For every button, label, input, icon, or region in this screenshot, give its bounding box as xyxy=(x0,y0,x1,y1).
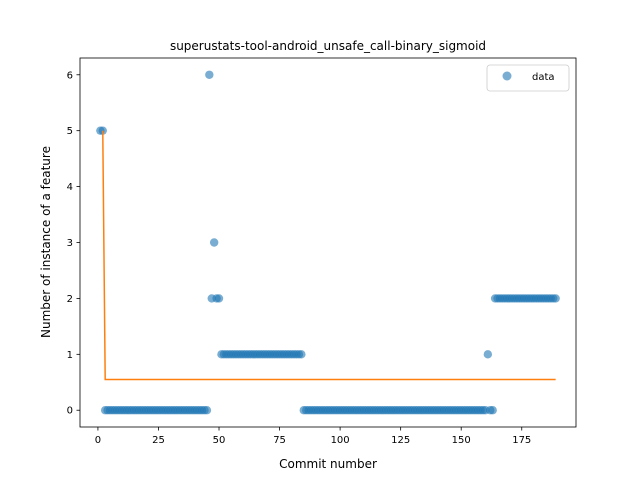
x-tick-label: 125 xyxy=(391,435,410,446)
data-point xyxy=(214,294,224,303)
fit-line-layer xyxy=(102,130,556,381)
data-point xyxy=(205,70,214,79)
data-point xyxy=(209,238,219,247)
data-point xyxy=(297,350,306,359)
y-tick-label: 4 xyxy=(67,182,73,193)
y-tick-label: 1 xyxy=(67,350,73,361)
x-axis-label: Commit number xyxy=(279,457,377,471)
x-tick-label: 50 xyxy=(213,435,226,446)
fit-line xyxy=(102,130,556,381)
y-tick-label: 5 xyxy=(67,126,73,137)
y-axis-label: Number of instance of a feature xyxy=(39,146,53,338)
axis-ticks: 0 25 50 75 100 125 150 175 0 1 2 3 4 5 6 xyxy=(67,70,532,446)
y-tick-label: 2 xyxy=(67,294,73,305)
chart-title: superustats-tool-android_unsafe_call-bin… xyxy=(170,39,486,53)
legend-label: data xyxy=(532,72,555,83)
data-point xyxy=(202,406,212,415)
data-point xyxy=(551,294,560,303)
y-tick-label: 3 xyxy=(67,238,73,249)
legend: data xyxy=(486,64,570,92)
data-point xyxy=(483,350,493,359)
data-points xyxy=(96,70,560,415)
x-tick-label: 150 xyxy=(452,435,471,446)
x-tick-label: 175 xyxy=(512,435,531,446)
legend-marker xyxy=(502,71,512,81)
y-tick-label: 6 xyxy=(67,70,73,81)
x-tick-label: 75 xyxy=(273,435,286,446)
y-tick-label: 0 xyxy=(67,406,73,417)
x-tick-label: 25 xyxy=(152,435,165,446)
data-point xyxy=(488,406,497,415)
x-tick-label: 0 xyxy=(95,435,101,446)
x-tick-label: 100 xyxy=(331,435,350,446)
plot-frame xyxy=(79,57,577,428)
legend-box xyxy=(486,64,570,92)
